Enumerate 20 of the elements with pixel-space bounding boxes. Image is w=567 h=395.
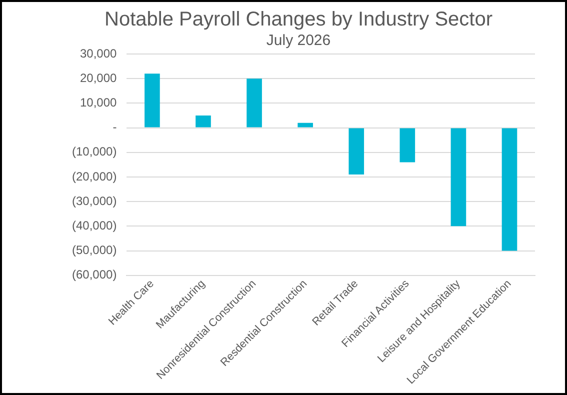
chart-subtitle: July 2026 — [266, 32, 331, 50]
bar — [502, 128, 518, 251]
bar — [348, 128, 364, 175]
y-tick-label: (60,000) — [72, 268, 117, 282]
chart-title: Notable Payroll Changes by Industry Sector — [104, 8, 493, 31]
bar — [196, 115, 211, 128]
y-tick-label: 10,000 — [80, 96, 118, 110]
y-tick-label: 30,000 — [80, 46, 118, 60]
bar — [144, 74, 160, 128]
y-tick-label: (10,000) — [72, 144, 117, 159]
y-tick-label: 20,000 — [80, 70, 118, 85]
bar — [450, 128, 466, 226]
y-tick-label: (20,000) — [72, 169, 117, 184]
bar — [246, 78, 262, 128]
bar — [400, 128, 416, 162]
y-tick-label: (40,000) — [72, 218, 117, 232]
y-tick-label: (50,000) — [72, 243, 117, 258]
bar — [298, 122, 313, 128]
y-tick-label: - — [112, 120, 117, 134]
y-tick-label: (30,000) — [72, 194, 117, 208]
